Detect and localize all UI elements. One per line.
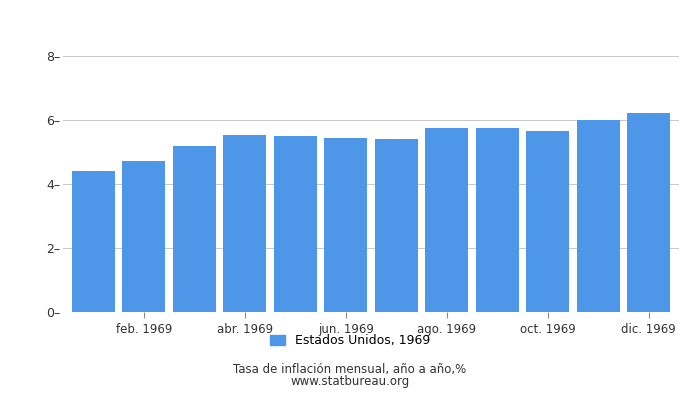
Bar	[324, 138, 368, 312]
Bar	[223, 135, 266, 312]
Bar	[476, 128, 519, 312]
Bar	[274, 136, 316, 312]
Bar	[374, 138, 418, 312]
Bar	[627, 113, 670, 312]
Bar	[426, 128, 468, 312]
Bar	[72, 171, 115, 312]
Bar	[577, 120, 620, 312]
Text: Tasa de inflación mensual, año a año,%: Tasa de inflación mensual, año a año,%	[233, 364, 467, 376]
Bar	[173, 146, 216, 312]
Legend: Estados Unidos, 1969: Estados Unidos, 1969	[270, 334, 430, 347]
Bar	[526, 131, 569, 312]
Bar	[122, 161, 165, 312]
Text: www.statbureau.org: www.statbureau.org	[290, 376, 410, 388]
